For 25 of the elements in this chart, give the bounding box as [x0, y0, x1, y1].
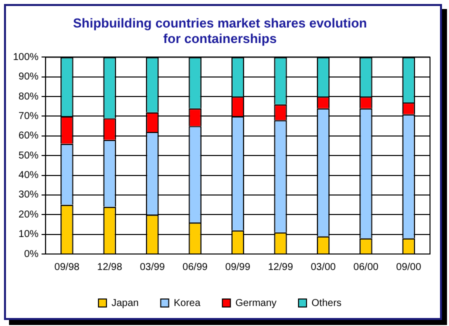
- y-tick-label: 70%: [18, 110, 39, 122]
- x-tick-label: 03/00: [310, 262, 336, 273]
- x-tick-label: 09/98: [54, 262, 80, 273]
- x-tick-label: 12/99: [268, 262, 294, 273]
- x-tick-label: 06/99: [182, 262, 208, 273]
- y-tick-label: 100%: [13, 52, 39, 63]
- y-tick-label: 80%: [18, 91, 39, 102]
- y-tick-label: 20%: [18, 209, 39, 220]
- y-tick-label: 90%: [18, 72, 39, 83]
- y-tick-label: 10%: [18, 229, 39, 240]
- legend-label: Others: [312, 298, 342, 309]
- y-tick-label: 30%: [18, 190, 39, 201]
- y-tick-label: 50%: [18, 150, 39, 162]
- legend-label: Japan: [111, 298, 139, 309]
- chart-title: Shipbuilding countries market shares evolution for containerships: [73, 15, 368, 46]
- y-tick-label: 40%: [18, 170, 39, 182]
- y-tick-label: 0%: [24, 248, 39, 260]
- y-tick-label: 60%: [18, 130, 39, 142]
- x-tick-label: 09/99: [225, 262, 251, 273]
- x-tick-label: 09/00: [396, 262, 422, 273]
- legend-label: Korea: [174, 298, 201, 309]
- legend-label: Germany: [235, 298, 277, 309]
- x-tick-label: 03/99: [140, 262, 166, 273]
- x-tick-label: 12/98: [97, 262, 123, 273]
- x-tick-label: 06/00: [353, 262, 379, 273]
